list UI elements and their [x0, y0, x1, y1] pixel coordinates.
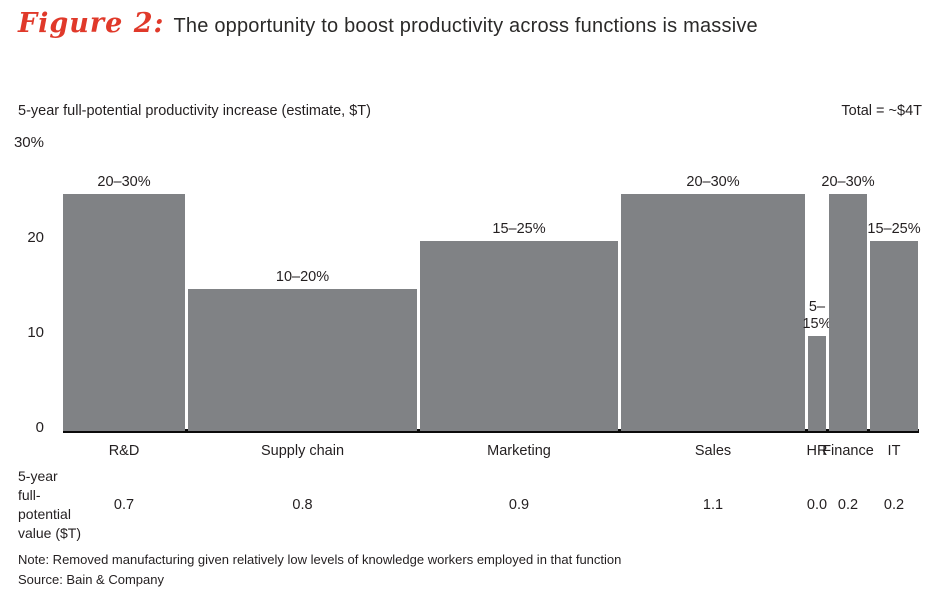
- bar-value-label: 0.8: [292, 497, 313, 513]
- chart-plot-area: 0 10 20 30% 20–30% R&D 0.7 10–20% Supply chain 0.…: [13, 134, 921, 514]
- bar-category-label: IT: [887, 443, 901, 459]
- figure-header: Figure 2: The opportunity to boost produ…: [18, 8, 758, 39]
- y-tick-label: 0: [35, 419, 44, 436]
- bar: [420, 241, 618, 431]
- y-tick-label: 10: [27, 324, 44, 341]
- bar-range-label: 20–30%: [821, 173, 875, 190]
- bar-value-label: 1.1: [702, 497, 724, 513]
- bar-range-label: 15–25%: [492, 221, 546, 237]
- bar-value-label: 0.2: [883, 497, 905, 513]
- bar-category-label: Sales: [694, 443, 732, 459]
- bar: [63, 193, 185, 431]
- y-tick-label: 20: [27, 229, 44, 246]
- note-text: Note: Removed manufacturing given relati…: [18, 552, 622, 567]
- bar-range-label: 5– 15%: [802, 299, 832, 332]
- chart-axis-title: 5-year full-potential productivity incre…: [18, 103, 371, 119]
- bar-range-label: 20–30%: [97, 173, 151, 190]
- value-row-label: 5-year full- potential value ($T): [18, 468, 82, 541]
- chart-subtitle-row: 5-year full-potential productivity incre…: [18, 103, 922, 119]
- bar-value-label: 0.9: [508, 497, 530, 513]
- bar-value-label: 0.2: [837, 497, 859, 513]
- bar-range-label: 15–25%: [867, 221, 921, 237]
- bar-value-label: 0.0: [806, 497, 828, 513]
- bar-category-label: R&D: [108, 443, 140, 459]
- bar-range-label: 10–20%: [275, 268, 330, 285]
- chart-total-label: Total = ~$4T: [841, 103, 922, 119]
- source-text: Source: Bain & Company: [18, 572, 164, 587]
- bar: [621, 193, 805, 431]
- bar-value-label: 0.7: [113, 497, 135, 513]
- bar-category-label: Supply chain: [260, 443, 345, 459]
- bar-category-label: HR: [806, 443, 828, 459]
- bar: [808, 336, 826, 431]
- x-axis-line: [63, 429, 919, 433]
- bar: [188, 288, 417, 431]
- bar-category-label: Finance: [822, 443, 874, 459]
- figure-number-label: Figure 2:: [18, 8, 165, 39]
- figure-title-text: The opportunity to boost productivity ac…: [173, 15, 758, 37]
- y-tick-label: 30%: [13, 134, 44, 151]
- bar: [829, 193, 867, 431]
- bar-range-label: 20–30%: [686, 173, 740, 190]
- bar: [870, 241, 918, 431]
- bar-category-label: Marketing: [487, 443, 551, 459]
